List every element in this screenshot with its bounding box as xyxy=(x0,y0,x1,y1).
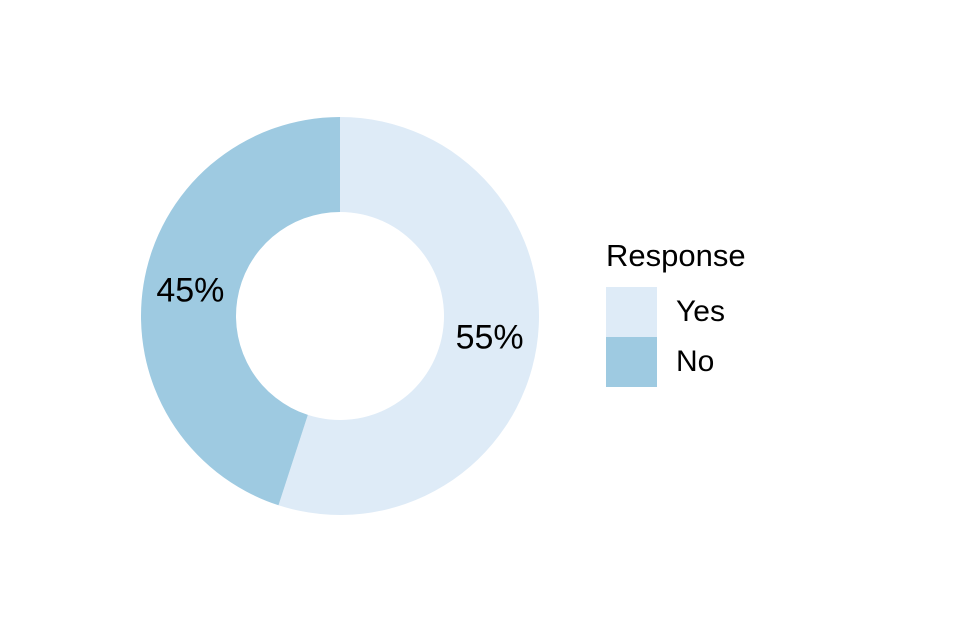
legend-label: No xyxy=(676,345,714,378)
donut-slice xyxy=(141,117,340,506)
donut-slice xyxy=(278,117,540,515)
legend-swatch xyxy=(606,337,657,387)
data-label: 45% xyxy=(156,271,224,309)
legend-swatch xyxy=(606,287,657,337)
legend-title: Response xyxy=(606,238,746,273)
legend-label: Yes xyxy=(676,295,725,328)
data-label: 55% xyxy=(456,319,524,357)
